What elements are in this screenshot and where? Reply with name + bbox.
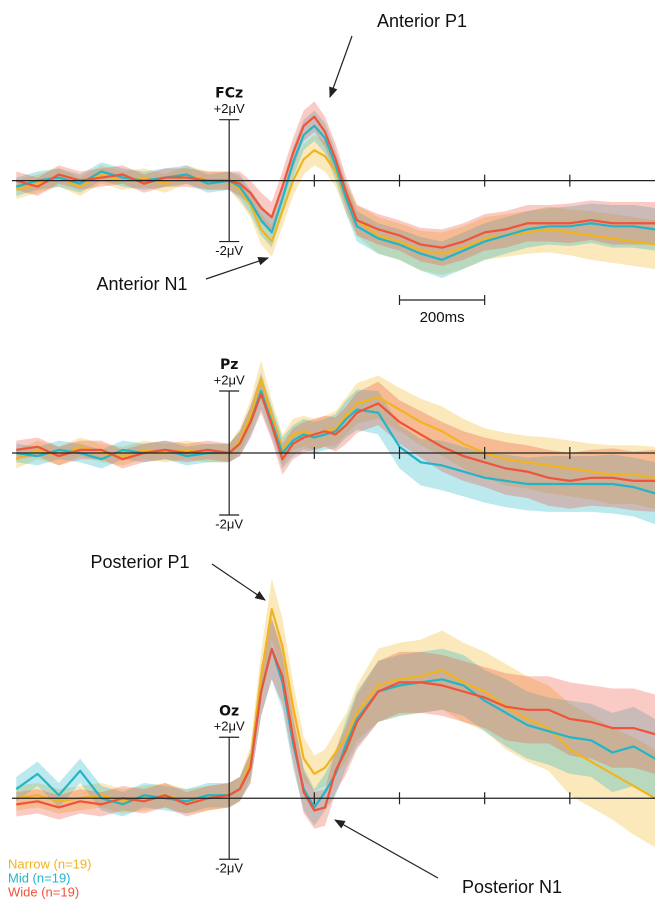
error-band xyxy=(16,101,655,266)
error-band xyxy=(16,618,655,826)
series-line xyxy=(15,115,655,249)
scale-bar-label: 200ms xyxy=(420,309,465,326)
error-band xyxy=(16,372,655,525)
legend-entry: Wide (n=19) xyxy=(8,884,79,899)
error-band xyxy=(16,375,655,512)
arrow xyxy=(334,819,439,879)
series-line xyxy=(15,149,655,255)
arrow xyxy=(205,257,270,280)
error-band xyxy=(16,618,655,829)
channel-label: Oz xyxy=(219,703,239,719)
legend-entry: Mid (n=19) xyxy=(8,870,71,885)
series-line xyxy=(15,647,655,809)
y-tick-label: +2μV xyxy=(214,719,245,734)
legend-entry: Narrow (n=19) xyxy=(8,856,91,871)
annotation: Anterior N1 xyxy=(96,274,187,294)
annotation: Posterior P1 xyxy=(90,552,189,572)
arrow xyxy=(211,563,266,601)
annotation: Anterior P1 xyxy=(377,11,467,31)
axes: +2μV-2μVFCz200ms+2μV-2μVPz+2μV-2μVOzNarr… xyxy=(8,86,655,899)
y-tick-label: -2μV xyxy=(215,516,243,531)
arrow xyxy=(329,35,353,99)
y-tick-label: +2μV xyxy=(214,101,245,116)
y-tick-label: -2μV xyxy=(215,861,243,876)
channel-label: Pz xyxy=(220,357,238,373)
annotation: Posterior N1 xyxy=(462,877,562,897)
error-band xyxy=(16,578,655,848)
error-band xyxy=(16,134,655,276)
y-tick-label: -2μV xyxy=(215,243,243,258)
y-tick-label: +2μV xyxy=(214,372,245,387)
series-line xyxy=(16,647,655,812)
channel-label: FCz xyxy=(215,86,243,102)
